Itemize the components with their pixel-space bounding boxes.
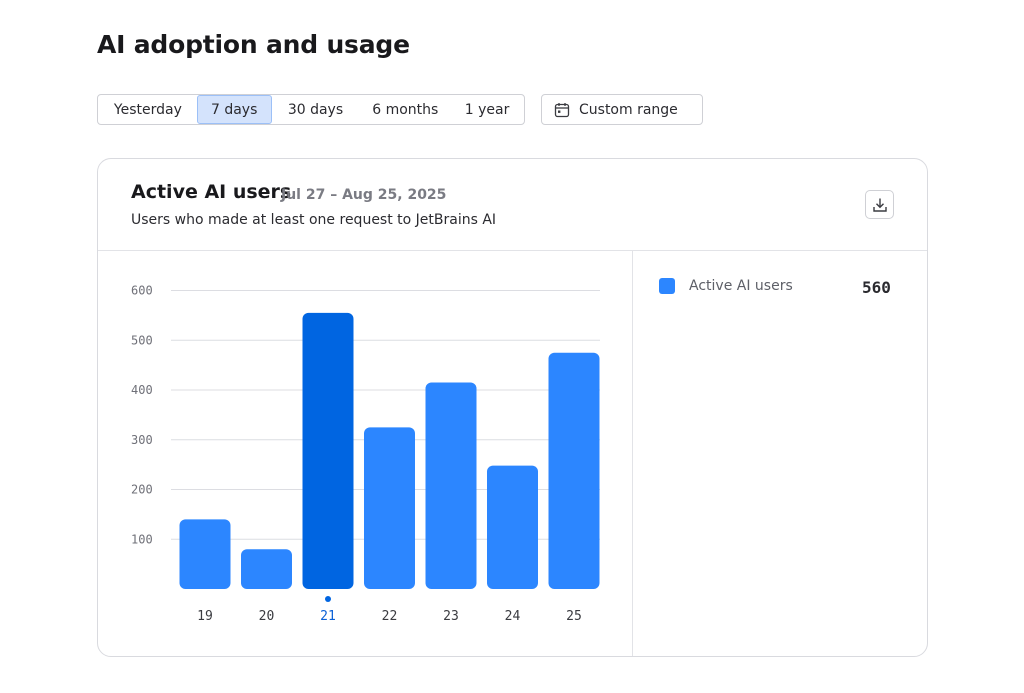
bar-23[interactable] — [425, 382, 477, 589]
y-tick-label: 500 — [131, 333, 153, 347]
download-icon — [872, 197, 888, 213]
bar-22[interactable] — [364, 427, 415, 589]
bar-chart-svg: 100 200 300 400 500 600 19 20 21 22 23 24 25 — [131, 284, 600, 624]
bar-25[interactable] — [548, 352, 600, 589]
custom-range-label: Custom range — [579, 101, 678, 118]
period-6-months-button[interactable]: 6 months — [372, 101, 439, 118]
period-yesterday-button[interactable]: Yesterday — [113, 101, 182, 118]
bar-19[interactable] — [179, 519, 231, 589]
x-tick-label: 19 — [197, 609, 213, 624]
bar-21[interactable] — [302, 312, 354, 589]
x-tick-label: 24 — [505, 609, 521, 624]
legend-item[interactable]: Active AI users — [659, 278, 793, 294]
x-tick-label: 22 — [382, 609, 398, 624]
x-tick-label: 25 — [566, 609, 582, 624]
card-date-range: Jul 27 – Aug 25, 2025 — [281, 187, 447, 203]
active-ai-users-card: Active AI users Jul 27 – Aug 25, 2025 Us… — [97, 158, 928, 657]
card-title: Active AI users — [131, 181, 292, 203]
bar-chart: 100 200 300 400 500 600 19 20 21 22 23 24 25 — [98, 251, 633, 656]
calendar-icon — [554, 102, 570, 118]
bar-20[interactable] — [241, 549, 292, 589]
bar-24[interactable] — [487, 465, 538, 589]
card-header: Active AI users Jul 27 – Aug 25, 2025 Us… — [98, 159, 927, 251]
period-7-days-button[interactable]: 7 days — [196, 95, 272, 124]
y-tick-label: 400 — [131, 383, 153, 397]
page-title: AI adoption and usage — [97, 30, 410, 59]
period-30-days-button[interactable]: 30 days — [287, 101, 344, 118]
legend-swatch — [659, 278, 675, 294]
x-tick-label: 20 — [259, 609, 275, 624]
y-tick-label: 600 — [131, 284, 153, 298]
download-button[interactable] — [865, 190, 894, 219]
selected-marker — [325, 596, 331, 602]
y-tick-label: 100 — [131, 532, 153, 546]
period-1-year-button[interactable]: 1 year — [464, 101, 510, 118]
x-tick-label: 23 — [443, 609, 459, 624]
card-subtitle: Users who made at least one request to J… — [131, 212, 497, 228]
legend-label: Active AI users — [689, 278, 793, 294]
custom-range-button[interactable]: Custom range — [541, 94, 703, 125]
period-selector: Yesterday 7 days 30 days 6 months 1 year — [97, 94, 525, 125]
x-tick-label: 21 — [320, 609, 336, 624]
y-tick-label: 300 — [131, 433, 153, 447]
legend-value: 560 — [862, 278, 891, 297]
y-tick-label: 200 — [131, 483, 153, 497]
